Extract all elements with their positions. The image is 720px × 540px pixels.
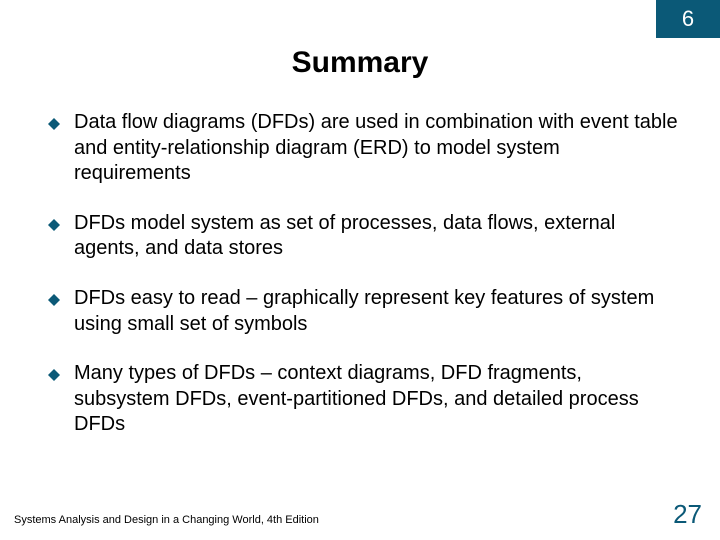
footer-text: Systems Analysis and Design in a Changin… xyxy=(14,514,319,526)
slide-number: 27 xyxy=(673,499,702,530)
bullet-text: DFDs easy to read – graphically represen… xyxy=(74,286,678,337)
bullet-text: DFDs model system as set of processes, d… xyxy=(74,211,678,262)
diamond-icon xyxy=(48,369,60,381)
list-item: Many types of DFDs – context diagrams, D… xyxy=(48,361,678,438)
bullet-text: Many types of DFDs – context diagrams, D… xyxy=(74,361,678,438)
slide-title: Summary xyxy=(0,46,720,80)
list-item: Data flow diagrams (DFDs) are used in co… xyxy=(48,110,678,187)
diamond-icon xyxy=(48,219,60,231)
bullet-text: Data flow diagrams (DFDs) are used in co… xyxy=(74,110,678,187)
diamond-icon xyxy=(48,294,60,306)
chapter-number-box: 6 xyxy=(656,0,720,38)
diamond-icon xyxy=(48,118,60,130)
chapter-number: 6 xyxy=(682,6,694,32)
list-item: DFDs easy to read – graphically represen… xyxy=(48,286,678,337)
list-item: DFDs model system as set of processes, d… xyxy=(48,211,678,262)
bullet-list: Data flow diagrams (DFDs) are used in co… xyxy=(48,110,678,462)
